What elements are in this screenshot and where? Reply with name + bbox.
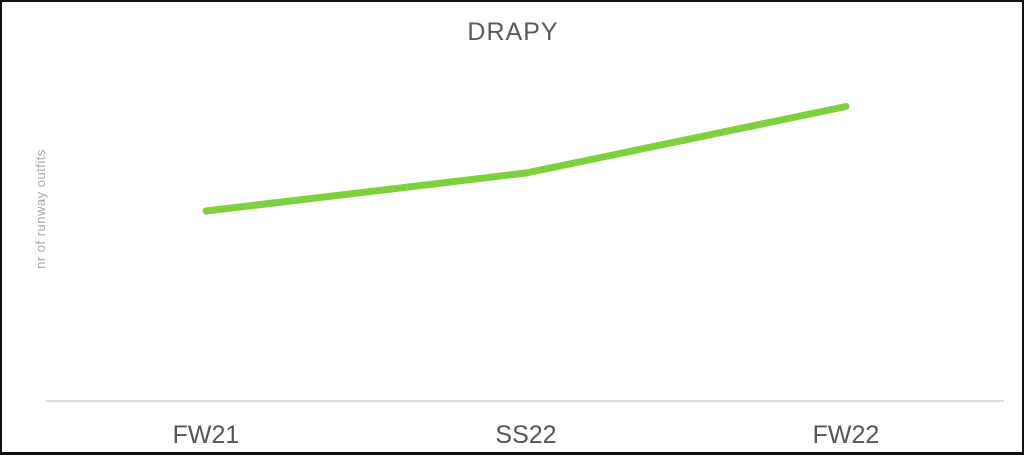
- chart-title: DRAPY: [467, 18, 558, 46]
- x-tick-label: FW21: [173, 421, 240, 449]
- x-axis-ticks: FW21 SS22 FW22: [173, 421, 880, 449]
- y-axis-label: nr of runway outfits: [33, 149, 48, 269]
- series-group: [202, 103, 850, 215]
- series-line: [202, 103, 850, 215]
- x-tick-label: FW22: [813, 421, 880, 449]
- x-tick-label: SS22: [495, 421, 556, 449]
